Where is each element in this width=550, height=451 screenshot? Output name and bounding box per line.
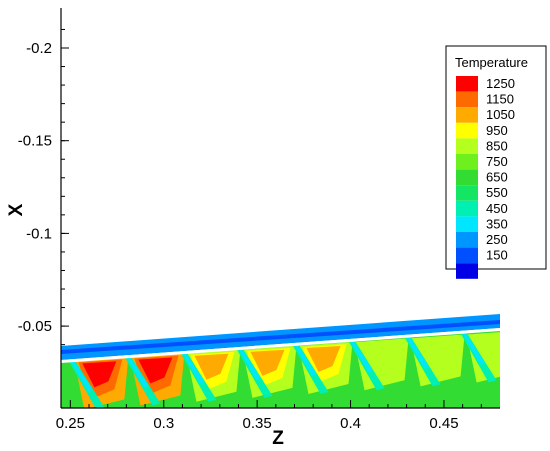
legend-label: 1150	[486, 92, 514, 107]
coolant-jet-core	[126, 356, 149, 388]
x-tick-label: 0.3	[153, 415, 174, 432]
hot-pocket-core	[474, 335, 500, 361]
legend-label: 650	[486, 170, 508, 185]
coolant-jet-core	[182, 352, 205, 384]
legend-swatch	[456, 138, 478, 154]
legend-label: 850	[486, 138, 508, 153]
wall-gap	[61, 328, 500, 363]
hot-pocket-core	[418, 338, 453, 365]
legend-label: 1250	[486, 76, 515, 91]
coolant-jet-core	[350, 341, 373, 373]
hot-pocket-core	[306, 346, 341, 373]
legend-swatch	[456, 169, 478, 186]
legend-swatch	[456, 200, 478, 217]
legend-swatch	[456, 247, 478, 264]
y-tick-label: -0.1	[26, 225, 52, 242]
legend-label: 950	[486, 123, 508, 138]
legend-label: 150	[486, 248, 508, 263]
x-axis-title: Z	[272, 428, 284, 449]
legend-swatch	[456, 185, 478, 201]
legend-label: 1050	[486, 107, 515, 122]
hot-pocket-core	[250, 349, 285, 376]
legend-label: 750	[486, 154, 508, 169]
hot-pocket-core	[194, 353, 229, 380]
coolant-jet-core	[238, 348, 261, 380]
hot-pocket-core	[362, 342, 397, 369]
legend-swatch	[456, 216, 478, 232]
y-axis-title: X	[6, 203, 27, 216]
axes	[60, 8, 500, 409]
hot-pocket-core	[138, 357, 173, 384]
legend-swatch	[456, 91, 478, 108]
y-tick-label: -0.15	[18, 133, 52, 150]
coolant-jet-core	[294, 345, 317, 377]
legend-swatch	[456, 122, 478, 139]
legend-label: 550	[486, 185, 508, 200]
x-tick-label: 0.45	[429, 415, 458, 432]
legend-label: 450	[486, 201, 508, 216]
wall-film-core	[61, 320, 500, 354]
contour-field	[61, 314, 500, 408]
x-tick-label: 0.4	[340, 415, 361, 432]
legend-label: 250	[486, 232, 508, 247]
hot-pocket-core	[82, 361, 117, 388]
legend-swatch	[456, 232, 478, 248]
legend: Temperature 1250115010509508507506505504…	[445, 45, 547, 279]
legend-swatch	[456, 263, 478, 279]
coolant-jet-core	[462, 333, 485, 365]
x-ticks: 0.25 0.3 0.35 0.4 0.45	[56, 400, 482, 432]
coolant-jet-core	[406, 337, 429, 369]
y-ticks: -0.2 -0.15 -0.1 -0.05	[18, 28, 69, 346]
legend-title: Temperature	[455, 55, 528, 70]
legend-swatch	[456, 107, 478, 123]
y-tick-label: -0.05	[18, 318, 52, 335]
legend-label: 350	[486, 216, 508, 231]
legend-swatch	[456, 76, 478, 92]
legend-swatch	[456, 154, 478, 170]
x-tick-label: 0.35	[243, 415, 272, 432]
y-tick-label: -0.2	[26, 40, 52, 57]
x-tick-label: 0.25	[56, 415, 85, 432]
coolant-jet-core	[70, 360, 93, 392]
